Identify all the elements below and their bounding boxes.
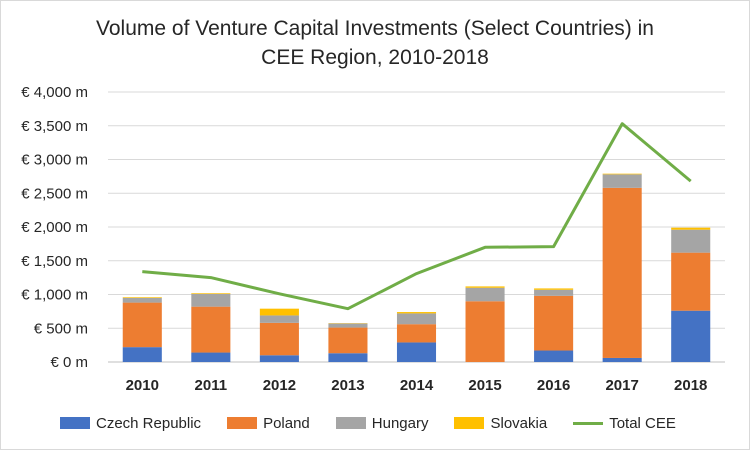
x-tick-label: 2014	[400, 377, 434, 394]
line-total-cee	[142, 122, 692, 311]
chart-plot: € 0 m € 500 m € 1,000 m € 1,500 m € 2,000 m €…	[21, 84, 725, 394]
legend-item: Slovakia	[454, 415, 547, 432]
bar-hungary	[671, 229, 711, 253]
bar-slovakia	[671, 227, 711, 230]
legend-label: Czech Republic	[96, 414, 202, 432]
bar-hungary	[328, 323, 368, 328]
x-tick-label: 2013	[331, 377, 364, 394]
bar-hungary	[534, 289, 574, 296]
bar-czech-republic	[259, 355, 299, 362]
legend-swatch	[335, 417, 366, 429]
bar-poland	[122, 302, 162, 348]
bar-czech-republic	[328, 353, 368, 362]
x-tick-label: 2016	[537, 377, 570, 394]
bar-czech-republic	[671, 310, 711, 362]
bar-hungary	[259, 315, 299, 323]
bar-slovakia	[191, 293, 231, 294]
bar-poland	[328, 327, 368, 354]
legend-swatch	[227, 417, 258, 429]
bar-poland	[259, 322, 299, 356]
bar-czech-republic	[191, 352, 231, 362]
x-tick-label: 2018	[674, 377, 707, 394]
x-tick-label: 2015	[468, 377, 501, 394]
x-tick-label: 2012	[263, 377, 296, 394]
legend-swatch	[454, 417, 485, 429]
bar-slovakia	[534, 288, 574, 290]
y-tick-label: € 1,500 m	[21, 253, 88, 270]
bar-hungary	[122, 297, 162, 303]
bar-slovakia	[259, 308, 299, 316]
bar-poland	[671, 252, 711, 311]
chart-title: Volume of Venture Capital Investments (S…	[0, 14, 750, 72]
x-tick-label: 2011	[195, 377, 228, 394]
legend-item: Czech Republic	[60, 415, 201, 432]
legend-item: Total CEE	[573, 415, 676, 432]
bar-czech-republic	[602, 357, 642, 362]
bar-hungary	[465, 287, 505, 302]
legend-label: Slovakia	[490, 414, 548, 432]
chart-title-line-2: CEE Region, 2010-2018	[261, 46, 489, 69]
y-tick-label: € 0 m	[50, 354, 88, 371]
bar-slovakia	[122, 297, 162, 298]
chart-title-line-1: Volume of Venture Capital Investments (S…	[96, 17, 654, 40]
bar-czech-republic	[396, 342, 437, 362]
bar-hungary	[602, 174, 642, 188]
chart-legend: Czech Republic Poland Hungary Slovakia Total…	[60, 410, 720, 436]
legend-item: Poland	[227, 415, 310, 432]
y-tick-label: € 1,000 m	[21, 287, 88, 304]
y-tick-label: € 3,500 m	[21, 118, 88, 135]
legend-label: Hungary	[371, 414, 429, 432]
bar-poland	[602, 187, 642, 358]
legend-label: Poland	[263, 414, 310, 432]
bar-hungary	[191, 293, 231, 307]
y-tick-label: € 2,500 m	[21, 185, 88, 202]
bar-czech-republic	[122, 347, 162, 362]
bar-poland	[396, 324, 437, 343]
bar-slovakia	[396, 312, 437, 314]
y-tick-label: € 2,000 m	[21, 219, 88, 236]
legend-swatch	[60, 417, 90, 429]
bar-slovakia	[465, 286, 505, 288]
x-tick-label: 2010	[126, 377, 159, 394]
bar-hungary	[396, 313, 437, 325]
y-tick-label: € 500 m	[34, 320, 88, 337]
legend-label: Total CEE	[609, 414, 676, 432]
y-tick-label: € 3,000 m	[21, 152, 88, 169]
bar-slovakia	[602, 173, 642, 175]
legend-swatch	[573, 421, 604, 425]
y-tick-label: € 4,000 m	[21, 84, 88, 101]
bar-poland	[191, 306, 231, 353]
bar-czech-republic	[534, 350, 574, 362]
x-tick-label: 2017	[605, 377, 638, 394]
bar-poland	[534, 295, 574, 351]
bar-poland	[465, 301, 505, 362]
legend-item: Hungary	[335, 414, 429, 432]
